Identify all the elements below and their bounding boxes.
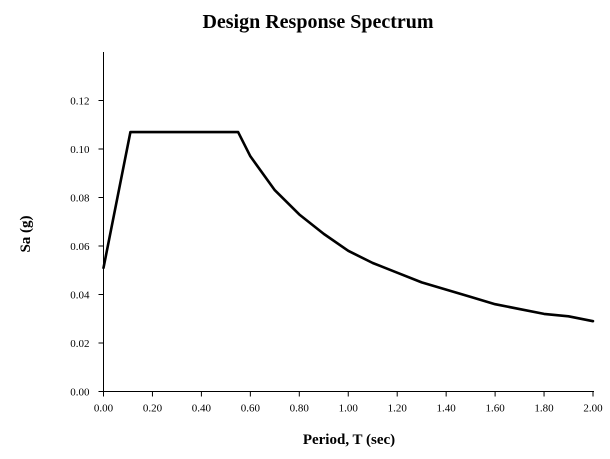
x-tick-label: 1.40: [437, 403, 457, 415]
y-tick-label: 0.04: [70, 290, 90, 302]
x-tick-label: 1.80: [534, 403, 554, 415]
x-axis-ticks: 0.00 0.20 0.40 0.60 0.80 1.00 1.20 1.40 1.60 1.80…: [94, 391, 603, 415]
y-tick-label: 0.08: [70, 193, 90, 205]
x-tick-label: 1.60: [485, 403, 505, 415]
x-tick-label: 0.80: [290, 403, 310, 415]
spectrum-series-line: [102, 130, 595, 323]
y-axis-ticks: 0.00 0.02 0.04 0.06 0.08 0.10 0.12: [70, 96, 104, 399]
y-tick-label: 0.00: [70, 387, 90, 399]
y-axis-title: Sa (g): [18, 215, 34, 252]
x-tick-label: 1.00: [339, 403, 359, 415]
x-axis-title: Period, T (sec): [303, 432, 395, 448]
y-tick-label: 0.02: [70, 338, 89, 350]
series-group: [102, 130, 595, 323]
x-tick-label: 0.20: [143, 403, 163, 415]
x-tick-label: 1.20: [388, 403, 408, 415]
y-tick-label: 0.12: [70, 96, 89, 108]
y-tick-label: 0.06: [70, 241, 90, 253]
x-tick-label: 0.00: [94, 403, 114, 415]
x-tick-label: 0.40: [192, 403, 212, 415]
chart-title: Design Response Spectrum: [202, 11, 433, 33]
x-tick-label: 0.60: [241, 403, 261, 415]
x-tick-label: 2.00: [583, 403, 603, 415]
y-tick-label: 0.10: [70, 144, 90, 156]
